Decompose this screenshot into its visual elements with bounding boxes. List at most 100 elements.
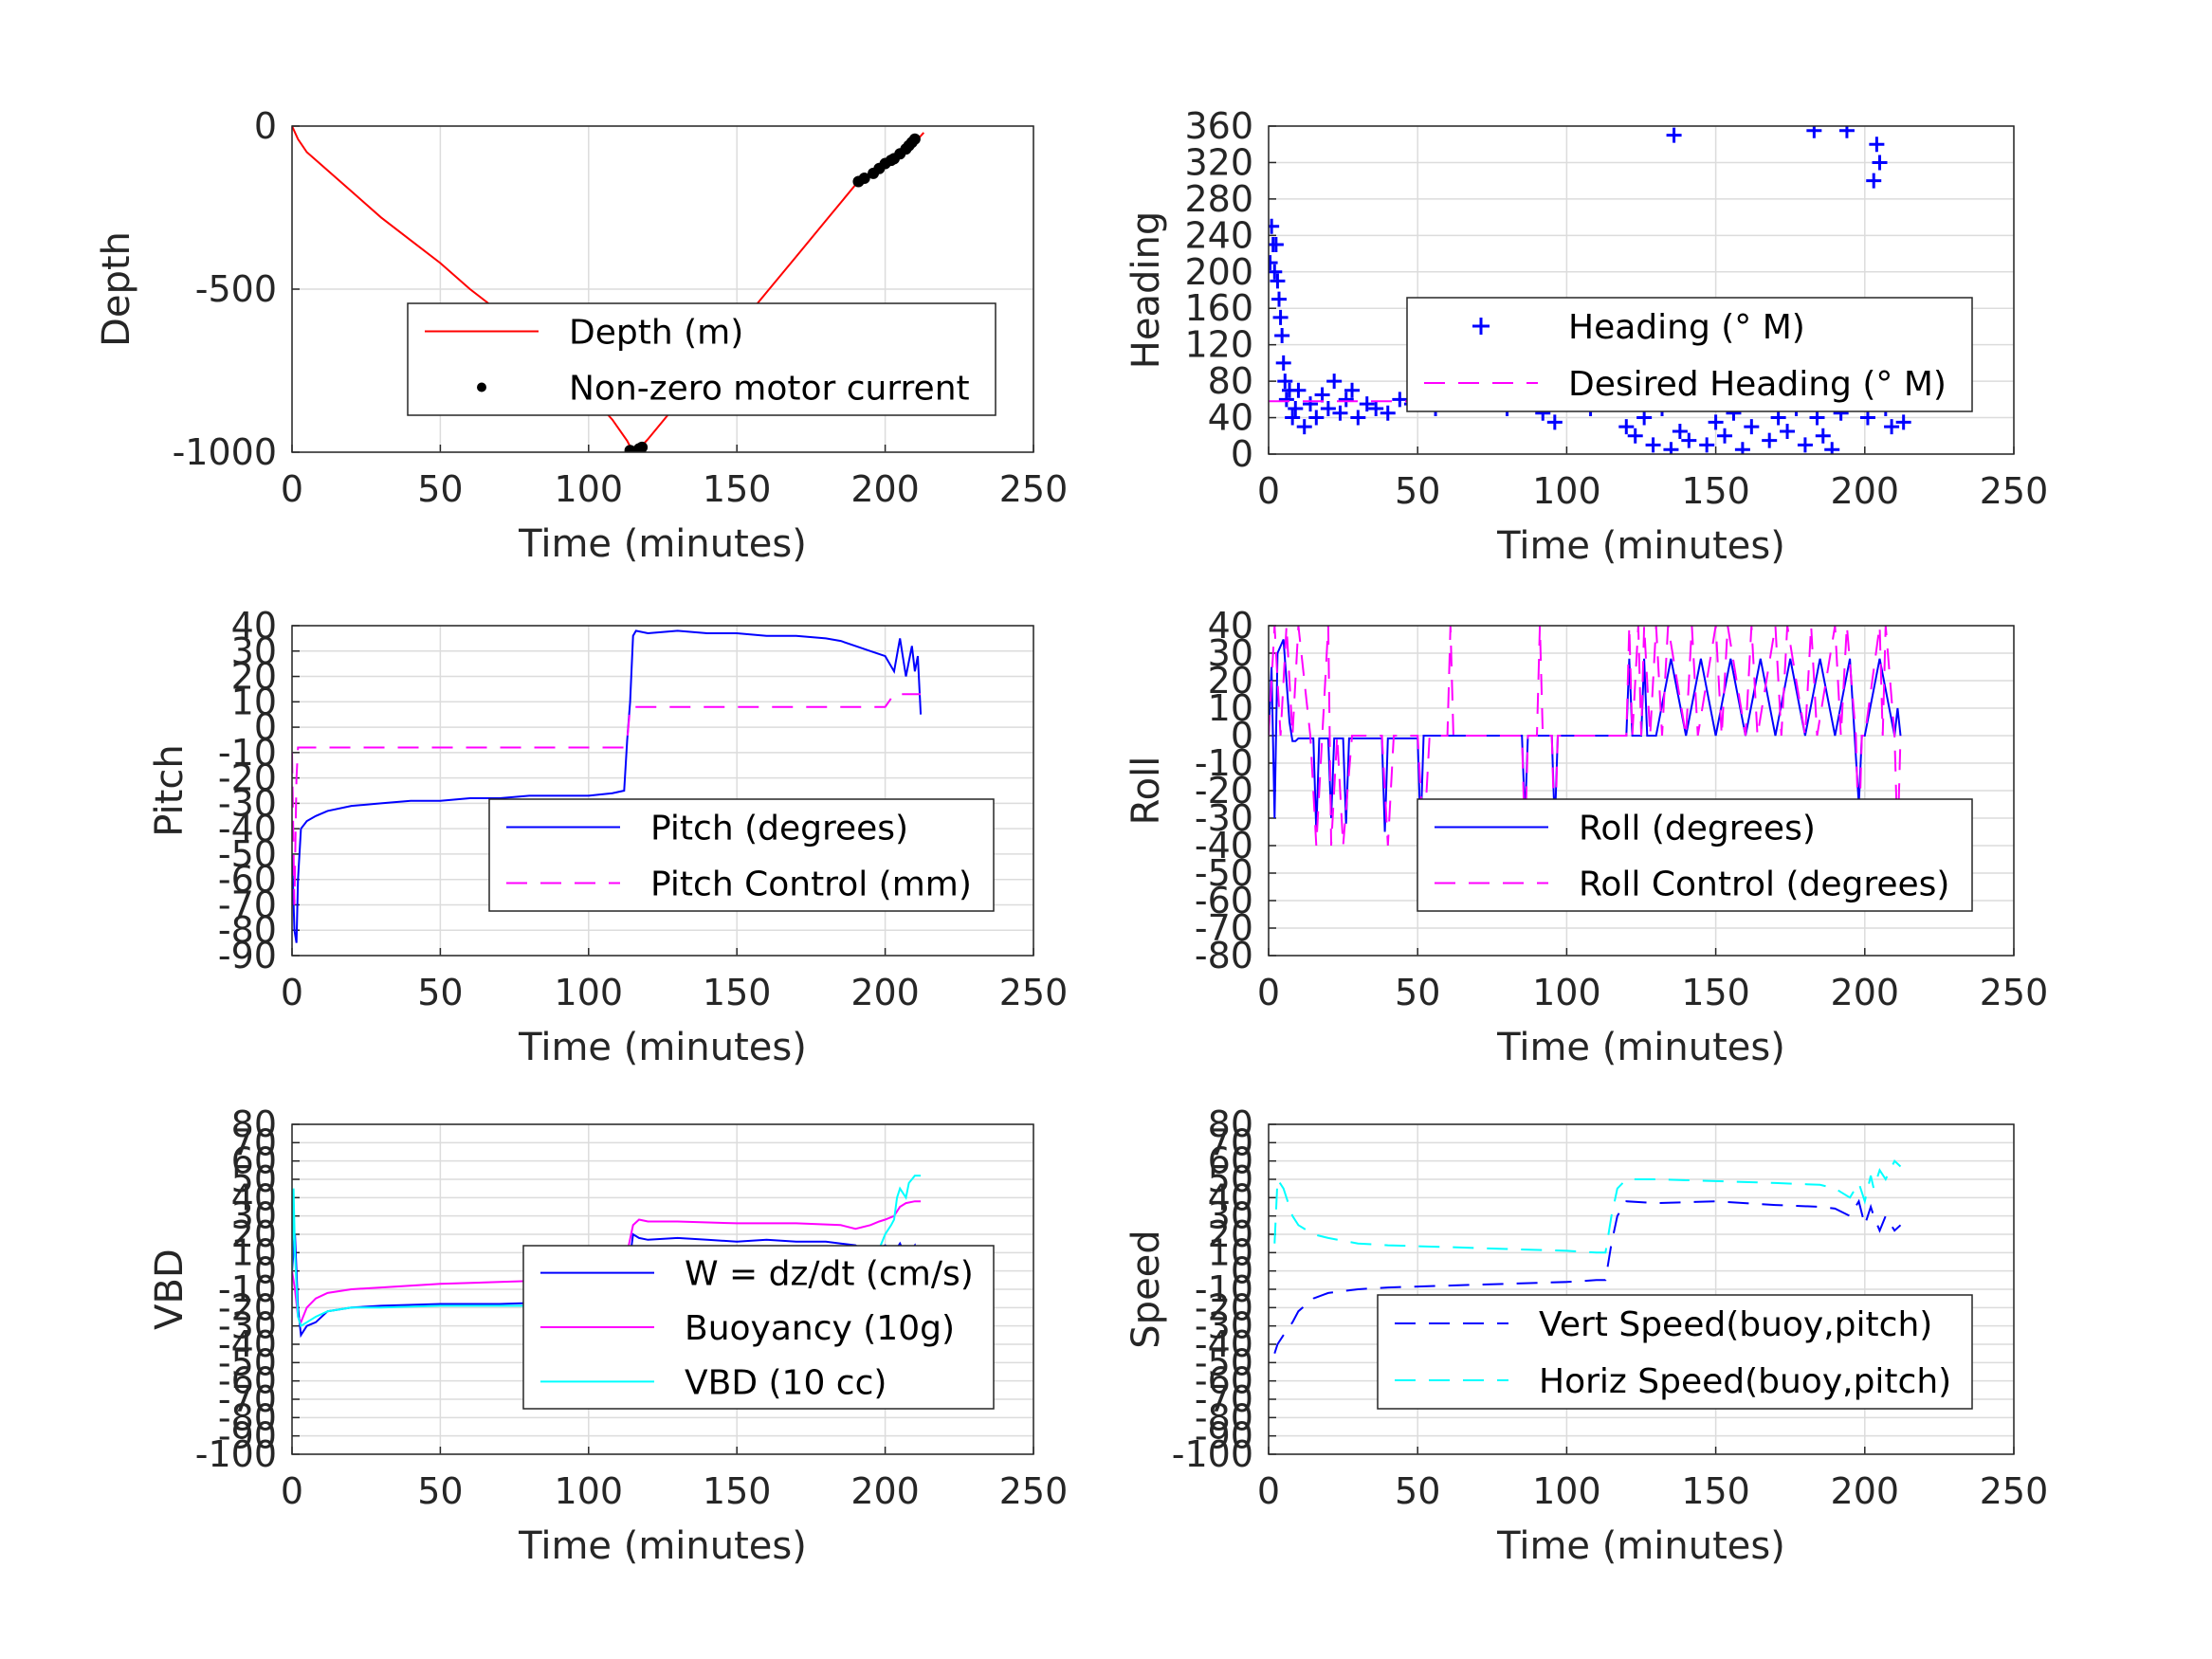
legend-swatch bbox=[477, 382, 486, 392]
x-tick-label: 150 bbox=[703, 972, 772, 1013]
data-point bbox=[1672, 423, 1688, 439]
data-point bbox=[1884, 419, 1900, 435]
y-tick-label: -10 bbox=[1195, 742, 1253, 784]
data-point bbox=[1269, 236, 1284, 252]
y-tick-label: 40 bbox=[1208, 1176, 1253, 1218]
data-point bbox=[1332, 405, 1348, 421]
y-tick-label: 120 bbox=[1184, 324, 1253, 366]
y-tick-label: -80 bbox=[1195, 1396, 1253, 1438]
data-point bbox=[1663, 442, 1679, 454]
y-tick-label: -100 bbox=[1172, 1433, 1253, 1475]
legend-label: Horiz Speed(buoy,pitch) bbox=[1539, 1362, 1951, 1401]
x-tick-label: 50 bbox=[1395, 1470, 1440, 1512]
y-tick-label: 320 bbox=[1184, 141, 1253, 183]
data-point bbox=[1272, 309, 1289, 325]
y-tick-label: 360 bbox=[1184, 105, 1253, 147]
y-tick-label: 0 bbox=[254, 1250, 277, 1292]
data-point bbox=[1869, 137, 1885, 153]
legend-label: W = dz/dt (cm/s) bbox=[685, 1255, 974, 1294]
y-tick-label: -60 bbox=[1195, 880, 1253, 921]
x-tick-label: 150 bbox=[1681, 1470, 1750, 1512]
y-tick-label: -50 bbox=[218, 1341, 277, 1383]
y-tick-label: 10 bbox=[1208, 1231, 1253, 1273]
legend-label: Depth (m) bbox=[569, 314, 743, 353]
x-axis-label: Time (minutes) bbox=[1496, 1026, 1785, 1069]
x-tick-label: 150 bbox=[1681, 972, 1750, 1013]
legend-label: Desired Heading (° M) bbox=[1568, 365, 1947, 404]
y-tick-label: -50 bbox=[218, 833, 277, 875]
data-point bbox=[1866, 173, 1882, 189]
data-point bbox=[1269, 255, 1278, 271]
y-tick-label: 20 bbox=[231, 1213, 277, 1255]
legend-box bbox=[1406, 297, 1973, 412]
data-point bbox=[1838, 126, 1855, 138]
data-point bbox=[1308, 410, 1325, 426]
y-tick-label: -20 bbox=[1195, 770, 1253, 811]
x-tick-label: 50 bbox=[1395, 972, 1440, 1013]
y-tick-label: -90 bbox=[218, 1415, 277, 1457]
data-point bbox=[1290, 382, 1307, 398]
x-tick-label: 50 bbox=[417, 468, 463, 510]
legend-label: Buoyancy (10g) bbox=[685, 1309, 955, 1348]
chart-roll: 0 50 100 150 200 250-80-70-60-50-40-30-20-100… bbox=[1124, 605, 2048, 1069]
series-line bbox=[292, 629, 923, 943]
y-axis-label: Roll bbox=[1124, 757, 1168, 826]
y-tick-label: -50 bbox=[1195, 852, 1253, 894]
data-point bbox=[1338, 392, 1354, 408]
series-vbd-1 bbox=[292, 1200, 922, 1325]
y-axis-label: Heading bbox=[1124, 211, 1168, 369]
data-point bbox=[1859, 410, 1875, 426]
chart-speed: 0 50 100 150 200 250-100-90-80-70-60-50-40-30… bbox=[1124, 1103, 2048, 1568]
x-tick-label: 100 bbox=[1532, 972, 1601, 1013]
y-tick-label: -20 bbox=[218, 757, 277, 799]
y-tick-label: -70 bbox=[218, 1378, 277, 1420]
x-tick-label: 200 bbox=[1831, 1470, 1900, 1512]
y-tick-label: 10 bbox=[231, 1231, 277, 1273]
y-axis-label: Depth bbox=[95, 231, 138, 347]
series-line bbox=[292, 693, 922, 905]
x-tick-label: 0 bbox=[1257, 1470, 1280, 1512]
y-tick-label: -30 bbox=[218, 782, 277, 824]
y-tick-label: -10 bbox=[1195, 1268, 1253, 1310]
y-tick-label: -20 bbox=[218, 1286, 277, 1328]
x-tick-label: 100 bbox=[1532, 470, 1601, 512]
series-depth-1 bbox=[624, 133, 921, 452]
axes-frame bbox=[291, 1123, 1034, 1455]
y-tick-label: -1000 bbox=[173, 431, 277, 473]
data-point bbox=[1681, 432, 1697, 448]
y-tick-label: -10 bbox=[218, 732, 277, 774]
data-point bbox=[1546, 414, 1563, 430]
x-tick-label: 200 bbox=[850, 468, 920, 510]
y-tick-label: -500 bbox=[195, 268, 277, 310]
x-tick-label: 50 bbox=[417, 972, 463, 1013]
x-tick-label: 150 bbox=[703, 1470, 772, 1512]
data-point bbox=[1770, 410, 1786, 426]
data-point bbox=[1806, 126, 1822, 138]
data-point bbox=[1824, 442, 1840, 454]
x-tick-label: 100 bbox=[1532, 1470, 1601, 1512]
data-point bbox=[1717, 428, 1733, 444]
data-point bbox=[1380, 405, 1396, 421]
data-point bbox=[1645, 437, 1661, 453]
y-tick-label: -40 bbox=[1195, 825, 1253, 866]
data-point bbox=[1744, 419, 1760, 435]
y-tick-label: 70 bbox=[1208, 1121, 1253, 1163]
y-tick-label: 10 bbox=[231, 681, 277, 722]
data-point bbox=[1277, 374, 1293, 390]
data-point bbox=[1326, 374, 1343, 390]
x-tick-label: 250 bbox=[1980, 470, 2049, 512]
y-tick-label: -10 bbox=[218, 1268, 277, 1310]
y-tick-label: -60 bbox=[1195, 1360, 1253, 1402]
chart-heading: 0 50 100 150 200 2500408012016020024028032036… bbox=[1124, 105, 2048, 568]
data-point bbox=[1285, 410, 1301, 426]
y-tick-label: -30 bbox=[1195, 1305, 1253, 1347]
legend-label: Roll Control (degrees) bbox=[1579, 866, 1949, 904]
series-roll-1 bbox=[1269, 626, 1902, 847]
x-tick-label: 0 bbox=[281, 972, 303, 1013]
y-tick-label: -80 bbox=[218, 1396, 277, 1438]
y-tick-label: 240 bbox=[1184, 214, 1253, 256]
y-tick-label: 80 bbox=[1208, 360, 1253, 402]
y-tick-label: 30 bbox=[1208, 632, 1253, 674]
y-tick-label: -40 bbox=[218, 1323, 277, 1365]
x-tick-label: 150 bbox=[703, 468, 772, 510]
